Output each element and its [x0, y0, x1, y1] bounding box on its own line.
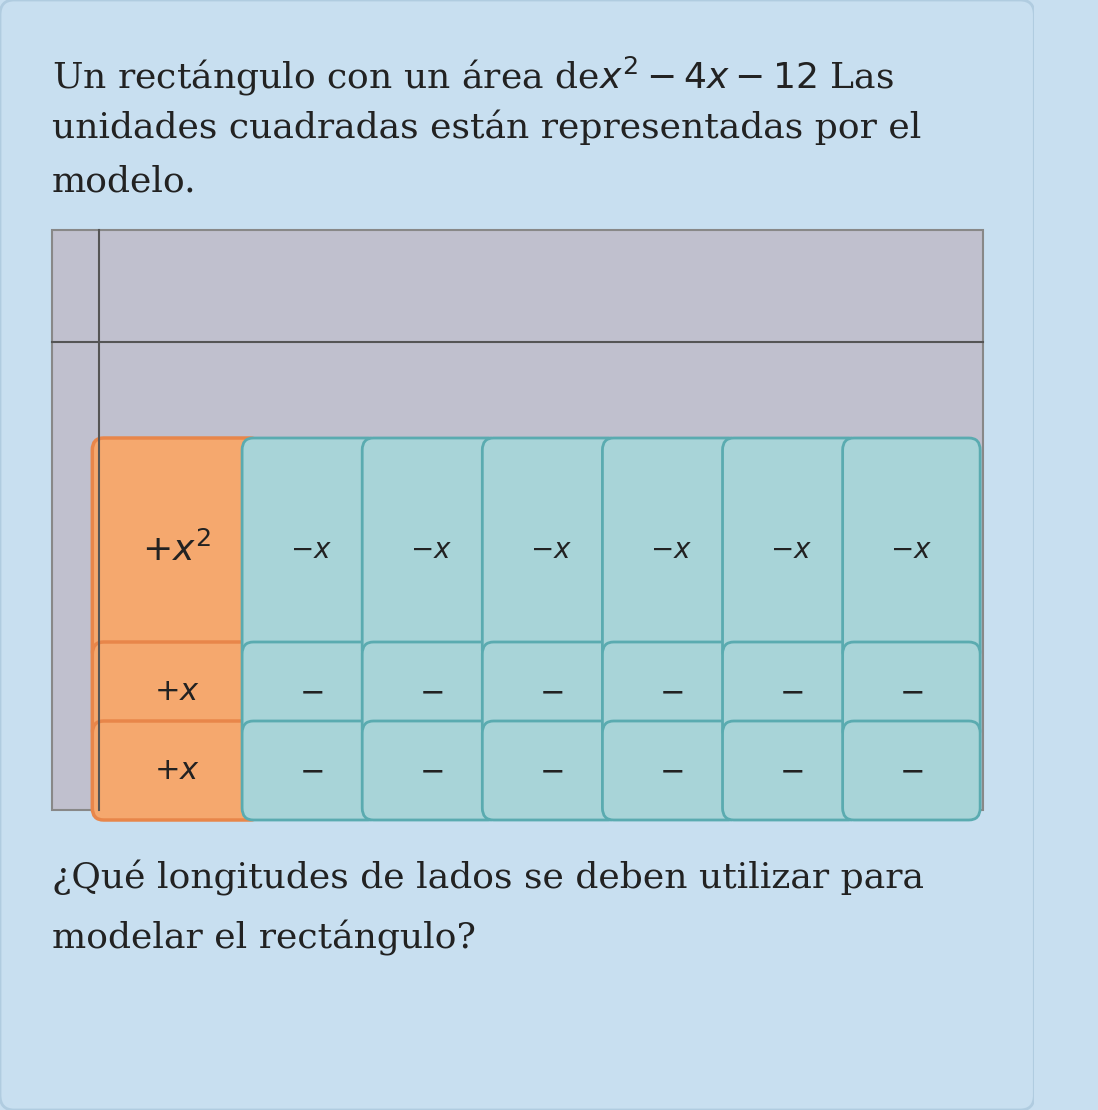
FancyBboxPatch shape — [242, 722, 380, 820]
Text: $-$: $-$ — [780, 677, 804, 706]
Text: $+x$: $+x$ — [154, 756, 200, 785]
Text: modelo.: modelo. — [52, 165, 197, 199]
Text: $-$: $-$ — [659, 756, 683, 785]
FancyBboxPatch shape — [842, 722, 981, 820]
FancyBboxPatch shape — [603, 642, 740, 741]
Text: $-$: $-$ — [299, 756, 323, 785]
FancyBboxPatch shape — [722, 438, 860, 662]
FancyBboxPatch shape — [242, 438, 380, 662]
Text: $-x$: $-x$ — [890, 536, 932, 564]
FancyBboxPatch shape — [603, 438, 740, 662]
FancyBboxPatch shape — [92, 438, 261, 662]
Text: ¿Qué longitudes de lados se deben utilizar para: ¿Qué longitudes de lados se deben utiliz… — [52, 860, 923, 896]
Text: $+x^2$: $+x^2$ — [142, 532, 211, 568]
FancyBboxPatch shape — [482, 722, 620, 820]
Text: $-x$: $-x$ — [530, 536, 572, 564]
Text: unidades cuadradas están representadas por el: unidades cuadradas están representadas p… — [52, 110, 921, 145]
Text: modelar el rectángulo?: modelar el rectángulo? — [52, 920, 475, 956]
Text: $-x$: $-x$ — [650, 536, 692, 564]
Text: $-$: $-$ — [539, 756, 563, 785]
Text: $-$: $-$ — [780, 756, 804, 785]
Text: $-$: $-$ — [418, 756, 444, 785]
Text: $-$: $-$ — [899, 677, 923, 706]
FancyBboxPatch shape — [92, 722, 261, 820]
FancyBboxPatch shape — [842, 642, 981, 741]
Text: $-$: $-$ — [659, 677, 683, 706]
Text: $-$: $-$ — [299, 677, 323, 706]
Text: $-$: $-$ — [899, 756, 923, 785]
Text: $-$: $-$ — [418, 677, 444, 706]
FancyBboxPatch shape — [482, 438, 620, 662]
Text: $-x$: $-x$ — [290, 536, 332, 564]
FancyBboxPatch shape — [362, 642, 500, 741]
Text: $-x$: $-x$ — [410, 536, 452, 564]
Bar — [52, 230, 983, 810]
FancyBboxPatch shape — [603, 722, 740, 820]
Text: $+x$: $+x$ — [154, 677, 200, 706]
Text: $-$: $-$ — [539, 677, 563, 706]
FancyBboxPatch shape — [362, 722, 500, 820]
Text: Un rectángulo con un área de$x^2 - 4x - 12$ Las: Un rectángulo con un área de$x^2 - 4x - … — [52, 56, 894, 98]
FancyBboxPatch shape — [362, 438, 500, 662]
FancyBboxPatch shape — [482, 642, 620, 741]
FancyBboxPatch shape — [0, 0, 1034, 1110]
FancyBboxPatch shape — [722, 722, 860, 820]
Text: $-x$: $-x$ — [771, 536, 813, 564]
FancyBboxPatch shape — [842, 438, 981, 662]
FancyBboxPatch shape — [242, 642, 380, 741]
FancyBboxPatch shape — [92, 642, 261, 741]
FancyBboxPatch shape — [722, 642, 860, 741]
